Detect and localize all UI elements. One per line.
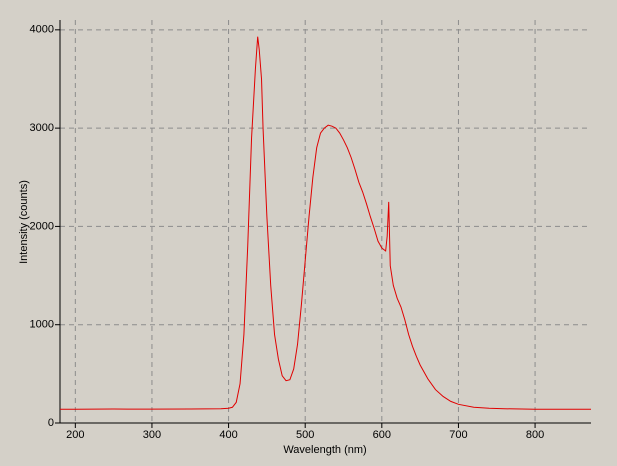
y-tick-label: 4000	[30, 24, 54, 36]
x-tick-label: 600	[373, 429, 391, 441]
y-tick-label: 3000	[30, 122, 54, 134]
y-tick-label: 2000	[30, 220, 54, 232]
x-tick-label: 400	[219, 429, 237, 441]
y-tick-label: 0	[48, 417, 54, 429]
x-tick-label: 300	[143, 429, 161, 441]
x-axis-label: Wavelength (nm)	[283, 444, 366, 456]
x-tick-label: 800	[526, 429, 544, 441]
spectrum-line	[60, 36, 591, 410]
x-tick-label: 500	[296, 429, 314, 441]
y-axis-label: Intensity (counts)	[18, 180, 30, 264]
x-tick-label: 200	[66, 429, 84, 441]
x-tick-label: 700	[449, 429, 467, 441]
y-tick-label: 1000	[30, 319, 54, 331]
